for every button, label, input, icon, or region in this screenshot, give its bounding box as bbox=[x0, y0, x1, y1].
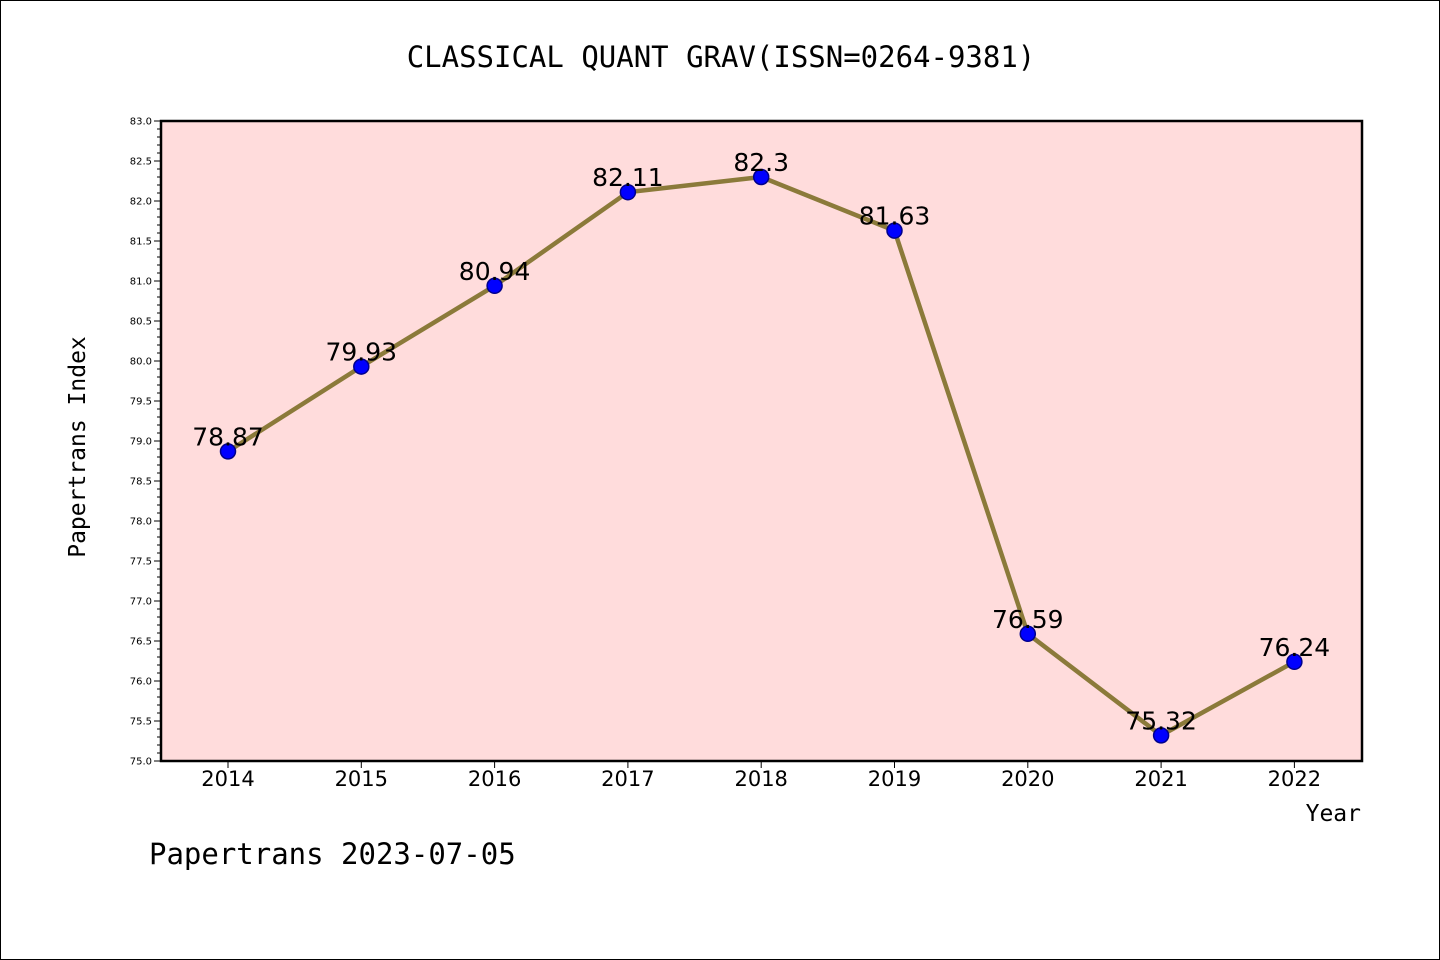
data-label: 75.32 bbox=[1125, 706, 1197, 735]
y-tick-label: 82.0 bbox=[130, 197, 152, 208]
chart-title: CLASSICAL QUANT GRAV(ISSN=0264-9381) bbox=[407, 40, 1036, 74]
y-tick-label: 79.5 bbox=[130, 397, 152, 408]
x-tick-label: 2019 bbox=[868, 767, 921, 791]
y-tick-label: 81.5 bbox=[130, 237, 152, 248]
data-point bbox=[353, 358, 370, 375]
y-tick-label: 77.0 bbox=[130, 597, 152, 608]
y-tick-label: 80.0 bbox=[130, 357, 152, 368]
y-tick-label: 77.5 bbox=[130, 557, 152, 568]
y-tick-label: 81.0 bbox=[130, 277, 152, 288]
y-tick-label: 76.5 bbox=[130, 637, 152, 648]
y-tick-label: 75.5 bbox=[130, 717, 152, 728]
y-tick-label: 75.0 bbox=[130, 757, 152, 768]
x-tick-label: 2017 bbox=[601, 767, 654, 791]
data-label: 81.63 bbox=[859, 202, 931, 231]
x-axis-title: Year bbox=[1306, 801, 1361, 827]
data-point bbox=[752, 168, 770, 186]
plot-border bbox=[159, 119, 1364, 763]
x-tick-label: 2016 bbox=[468, 767, 521, 791]
x-tick-label: 2018 bbox=[734, 767, 787, 791]
y-tick-label: 83.0 bbox=[130, 117, 152, 128]
data-point bbox=[219, 443, 237, 460]
y-tick-label: 80.5 bbox=[130, 317, 152, 328]
data-point bbox=[486, 277, 503, 295]
plot-area bbox=[161, 121, 1362, 761]
x-tick-label: 2021 bbox=[1134, 767, 1187, 791]
x-axis: 2014 2015 2016 2017 2018 2019 2020 2021 2022 bbox=[201, 761, 1321, 791]
x-tick-label: 2020 bbox=[1001, 767, 1054, 791]
x-tick-label: 2022 bbox=[1268, 767, 1321, 791]
data-point bbox=[1019, 625, 1037, 643]
series-layer: 78.87 79.93 80.94 82.11 82.3 81.63 76.59 75.32 7… bbox=[192, 148, 1331, 744]
data-label: 76.59 bbox=[992, 605, 1064, 634]
y-tick-label: 79.0 bbox=[130, 437, 152, 448]
data-point bbox=[619, 183, 637, 201]
data-label: 78.87 bbox=[192, 422, 264, 451]
data-point bbox=[1286, 653, 1303, 671]
y-tick-label: 82.5 bbox=[130, 157, 152, 168]
footer-text: Papertrans 2023-07-05 bbox=[149, 837, 516, 871]
y-axis: 75.0 75.5 76.0 76.5 77.0 77.5 78.0 78.5 79.0 79.5… bbox=[130, 117, 161, 768]
data-label: 80.94 bbox=[459, 257, 531, 286]
y-tick-label: 78.5 bbox=[130, 477, 152, 488]
y-tick-label: 78.0 bbox=[130, 517, 152, 528]
y-axis-title: Papertrans Index bbox=[65, 336, 91, 558]
x-tick-label: 2015 bbox=[335, 767, 388, 791]
x-tick-label: 2014 bbox=[201, 767, 254, 791]
data-label: 79.93 bbox=[326, 338, 398, 367]
data-point bbox=[1152, 727, 1170, 744]
data-label: 76.24 bbox=[1259, 633, 1331, 662]
data-label: 82.3 bbox=[733, 148, 789, 177]
y-tick-label: 76.0 bbox=[130, 677, 152, 688]
data-point bbox=[886, 222, 903, 239]
data-label: 82.11 bbox=[592, 163, 664, 192]
